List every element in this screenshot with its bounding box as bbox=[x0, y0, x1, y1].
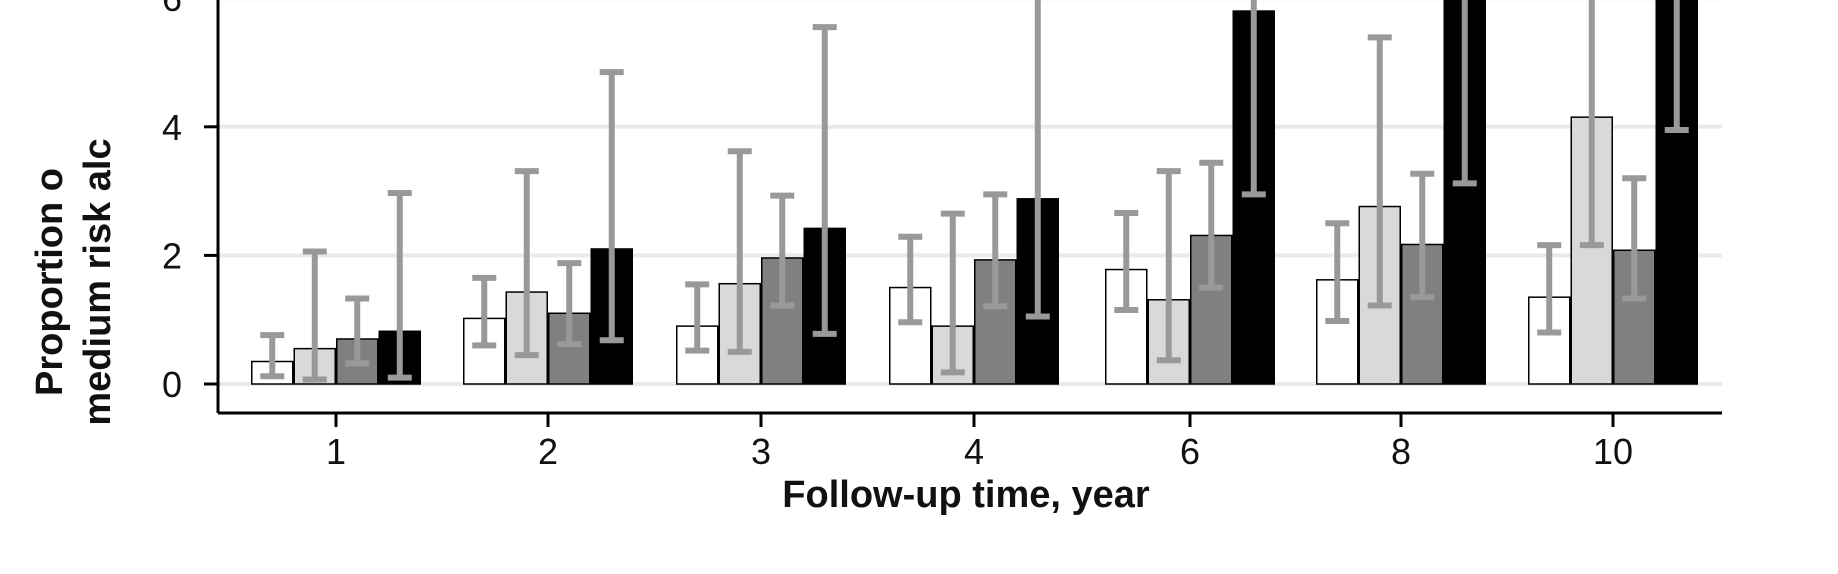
x-axis-title: Follow-up time, year bbox=[782, 474, 1150, 516]
error-bar bbox=[302, 248, 327, 383]
y-axis-title-line-1: Proportion o bbox=[29, 168, 71, 396]
error-bar bbox=[1452, 0, 1477, 187]
error-bar bbox=[685, 281, 710, 354]
error-bar bbox=[1156, 168, 1181, 364]
error-bar bbox=[1114, 209, 1139, 314]
error-bar bbox=[1537, 242, 1562, 336]
error-bar bbox=[1664, 0, 1689, 134]
x-tick-label: 4 bbox=[964, 431, 984, 472]
x-tick-label: 3 bbox=[751, 431, 771, 472]
error-bar bbox=[1325, 220, 1350, 324]
error-bar bbox=[260, 332, 285, 380]
error-bar bbox=[1241, 0, 1266, 198]
error-bar bbox=[599, 69, 624, 344]
y-axis-title: Proportion o medium risk alc bbox=[29, 138, 119, 425]
error-bar bbox=[770, 192, 795, 309]
error-bar bbox=[1410, 170, 1435, 301]
y-tick-label: 4 bbox=[162, 107, 182, 148]
error-bar bbox=[387, 190, 412, 381]
x-tick-label: 6 bbox=[1180, 431, 1200, 472]
error-bar bbox=[514, 168, 539, 359]
error-bar bbox=[898, 233, 923, 326]
x-tick-label: 1 bbox=[326, 431, 346, 472]
error-bar bbox=[940, 210, 965, 376]
y-tick-label: 0 bbox=[162, 364, 182, 405]
error-bar bbox=[1199, 159, 1224, 291]
axes: 0 2 4 6 1 2 3 4 6 8 10 bbox=[162, 0, 1722, 472]
bars bbox=[251, 0, 1698, 385]
labels: Follow-up time, year Proportion o medium… bbox=[29, 138, 1150, 516]
error-bar bbox=[1367, 34, 1392, 309]
x-tick-label: 8 bbox=[1391, 431, 1411, 472]
error-bar bbox=[345, 295, 370, 367]
error-bar bbox=[983, 191, 1008, 310]
error-bars bbox=[260, 0, 1689, 383]
y-axis-title-line-2: medium risk alc bbox=[77, 138, 119, 425]
error-bar bbox=[1025, 0, 1050, 320]
error-bar bbox=[1579, 0, 1604, 249]
error-bar bbox=[727, 148, 752, 355]
error-bar bbox=[557, 260, 582, 348]
error-bar bbox=[1622, 175, 1647, 302]
error-bar bbox=[812, 24, 837, 337]
x-tick-label: 2 bbox=[538, 431, 558, 472]
y-tick-label: 6 bbox=[162, 0, 182, 19]
y-tick-label: 2 bbox=[162, 235, 182, 276]
bar bbox=[1232, 10, 1275, 385]
error-bar bbox=[472, 274, 497, 349]
x-tick-label: 10 bbox=[1593, 431, 1633, 472]
